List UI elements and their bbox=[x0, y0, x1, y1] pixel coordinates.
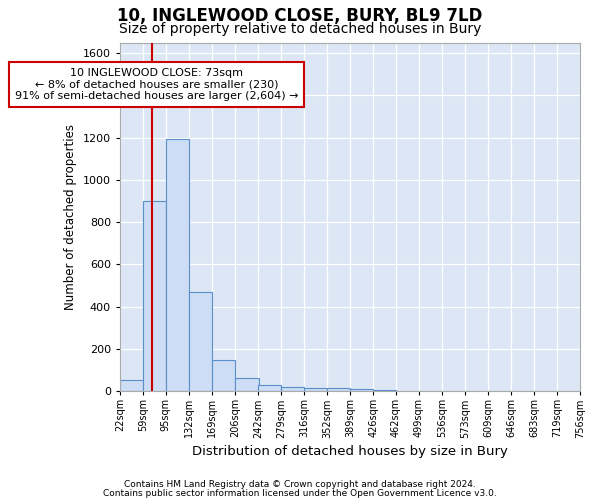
Text: 10, INGLEWOOD CLOSE, BURY, BL9 7LD: 10, INGLEWOOD CLOSE, BURY, BL9 7LD bbox=[118, 8, 482, 26]
Text: Contains public sector information licensed under the Open Government Licence v3: Contains public sector information licen… bbox=[103, 488, 497, 498]
Bar bbox=[189, 292, 212, 391]
Bar bbox=[120, 380, 143, 391]
Bar bbox=[143, 201, 166, 391]
Bar bbox=[304, 388, 328, 391]
Text: 10 INGLEWOOD CLOSE: 73sqm
← 8% of detached houses are smaller (230)
91% of semi-: 10 INGLEWOOD CLOSE: 73sqm ← 8% of detach… bbox=[14, 68, 298, 101]
Bar bbox=[166, 138, 189, 391]
Bar bbox=[258, 385, 281, 391]
Y-axis label: Number of detached properties: Number of detached properties bbox=[64, 124, 77, 310]
Bar bbox=[281, 387, 304, 391]
Bar bbox=[327, 388, 350, 391]
Text: Contains HM Land Registry data © Crown copyright and database right 2024.: Contains HM Land Registry data © Crown c… bbox=[124, 480, 476, 489]
Bar bbox=[212, 360, 235, 391]
Text: Size of property relative to detached houses in Bury: Size of property relative to detached ho… bbox=[119, 22, 481, 36]
Bar bbox=[373, 390, 397, 391]
Bar bbox=[350, 389, 373, 391]
X-axis label: Distribution of detached houses by size in Bury: Distribution of detached houses by size … bbox=[192, 444, 508, 458]
Bar bbox=[235, 378, 259, 391]
